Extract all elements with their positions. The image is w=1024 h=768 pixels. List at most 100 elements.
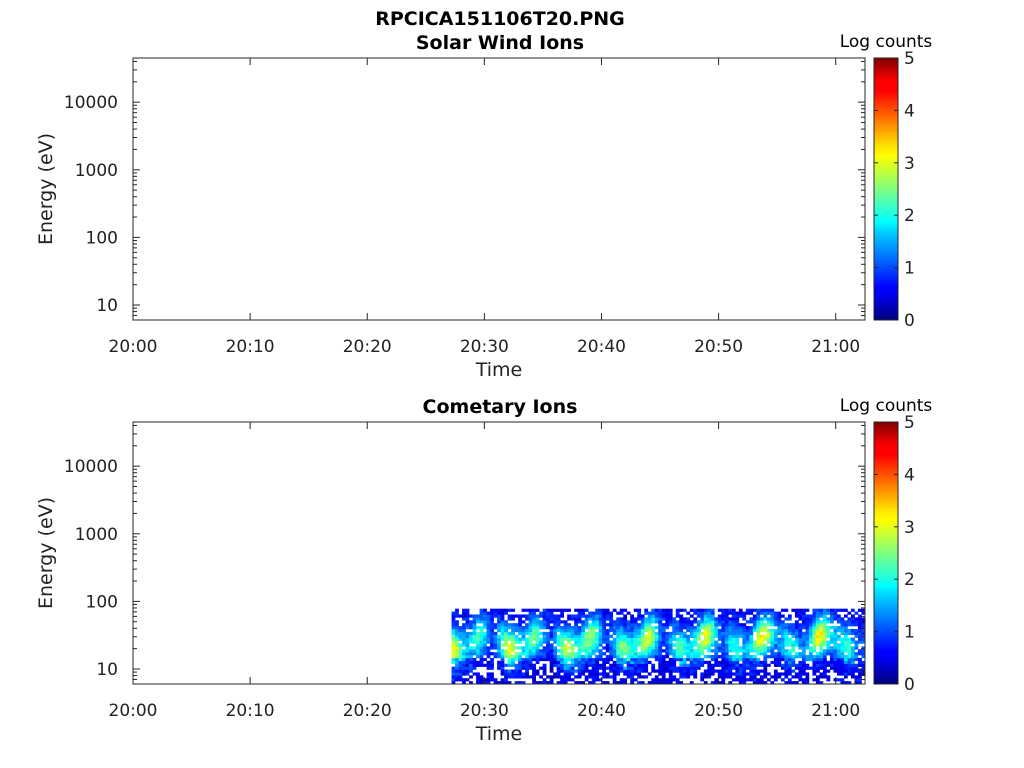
heatmap-cell xyxy=(805,623,810,627)
heatmap-cell xyxy=(486,611,491,615)
heatmap-cell xyxy=(693,660,698,665)
heatmap-cell xyxy=(462,655,466,659)
heatmap-cell xyxy=(647,655,652,659)
heatmap-cell xyxy=(588,614,593,618)
heatmap-cell xyxy=(735,620,740,624)
heatmap-cell xyxy=(553,675,557,679)
heatmap-cell xyxy=(584,626,589,630)
heatmap-cell xyxy=(483,678,487,682)
heatmap-cell xyxy=(721,675,726,679)
heatmap-cell xyxy=(455,660,459,665)
heatmap-cell xyxy=(581,660,586,665)
heatmap-cell xyxy=(535,657,540,662)
heatmap-cell xyxy=(483,649,487,653)
heatmap-cell xyxy=(752,663,757,667)
heatmap-cell xyxy=(735,617,740,621)
heatmap-cell xyxy=(570,672,575,676)
heatmap-cell xyxy=(714,678,719,682)
heatmap-cell xyxy=(777,631,782,636)
heatmap-cell xyxy=(654,640,659,644)
heatmap-cell xyxy=(679,649,684,653)
heatmap-cell xyxy=(819,640,824,644)
figure-title: RPCICA151106T20.PNG xyxy=(375,8,625,30)
heatmap-cell xyxy=(700,617,705,621)
heatmap-cell xyxy=(679,628,684,633)
heatmap-cell xyxy=(679,637,684,641)
heatmap-cell xyxy=(591,646,596,650)
heatmap-cell xyxy=(759,620,764,624)
heatmap-cell xyxy=(570,643,575,647)
heatmap-cell xyxy=(700,614,705,618)
heatmap-cell xyxy=(780,652,785,656)
heatmap-cell xyxy=(455,611,459,615)
heatmap-cell xyxy=(455,626,459,630)
heatmap-cell xyxy=(507,623,512,627)
heatmap-cell xyxy=(539,643,543,647)
heatmap-cell xyxy=(462,672,466,676)
heatmap-cell xyxy=(539,637,543,641)
heatmap-cell xyxy=(563,628,568,633)
heatmap-cell xyxy=(805,643,810,647)
heatmap-cell xyxy=(637,663,642,667)
heatmap-cell xyxy=(812,655,817,659)
heatmap-cell xyxy=(693,675,698,679)
heatmap-cell xyxy=(819,681,824,685)
heatmap-cell xyxy=(822,657,827,662)
heatmap-cell xyxy=(514,669,519,673)
heatmap-cell xyxy=(493,643,498,647)
heatmap-cell xyxy=(588,637,593,641)
heatmap-cell xyxy=(567,646,571,650)
heatmap-cell xyxy=(637,623,642,627)
heatmap-cell xyxy=(511,657,515,662)
heatmap-cell xyxy=(812,634,817,638)
heatmap-cell xyxy=(588,643,593,647)
heatmap-cell xyxy=(805,678,810,682)
heatmap-cell xyxy=(458,631,463,636)
heatmap-cell xyxy=(490,660,494,665)
heatmap-cell xyxy=(637,628,642,633)
heatmap-cell xyxy=(581,640,586,644)
heatmap-cell xyxy=(679,617,684,621)
heatmap-cell xyxy=(623,666,628,670)
heatmap-cell xyxy=(609,643,614,647)
heatmap-cell xyxy=(693,649,698,653)
heatmap-cell xyxy=(777,617,782,621)
heatmap-cell xyxy=(742,657,747,662)
heatmap-cell xyxy=(637,666,642,670)
heatmap-cell xyxy=(521,628,526,633)
heatmap-cell xyxy=(717,614,722,618)
heatmap-cell xyxy=(728,643,733,647)
heatmap-cell xyxy=(717,675,722,679)
x-tick-label: 20:20 xyxy=(343,337,392,357)
heatmap-cell xyxy=(808,649,813,653)
heatmap-cell xyxy=(514,640,519,644)
heatmap-cell xyxy=(462,611,466,615)
heatmap-cell xyxy=(539,626,543,630)
heatmap-cell xyxy=(476,620,480,624)
heatmap-cell xyxy=(469,640,473,644)
heatmap-cell xyxy=(588,657,593,662)
heatmap-cell xyxy=(556,620,561,624)
heatmap-cell xyxy=(679,626,684,630)
heatmap-cell xyxy=(801,649,806,653)
heatmap-cell xyxy=(812,657,817,662)
heatmap-cell xyxy=(493,681,498,685)
heatmap-cell xyxy=(766,634,771,638)
heatmap-cell xyxy=(581,637,586,641)
heatmap-cell xyxy=(616,628,621,633)
heatmap-cell xyxy=(668,663,673,667)
heatmap-cell xyxy=(815,666,820,670)
heatmap-cell xyxy=(840,643,845,647)
heatmap-cell xyxy=(605,623,610,627)
heatmap-cell xyxy=(805,646,810,650)
heatmap-cell xyxy=(630,657,635,662)
heatmap-cell xyxy=(556,640,561,644)
heatmap-cell xyxy=(738,634,743,638)
heatmap-cell xyxy=(605,634,610,638)
heatmap-cell xyxy=(854,681,859,685)
heatmap-cell xyxy=(829,637,834,641)
heatmap-cell xyxy=(518,652,522,656)
heatmap-cell xyxy=(661,655,666,659)
heatmap-cell xyxy=(756,681,761,685)
heatmap-cell xyxy=(490,640,494,644)
